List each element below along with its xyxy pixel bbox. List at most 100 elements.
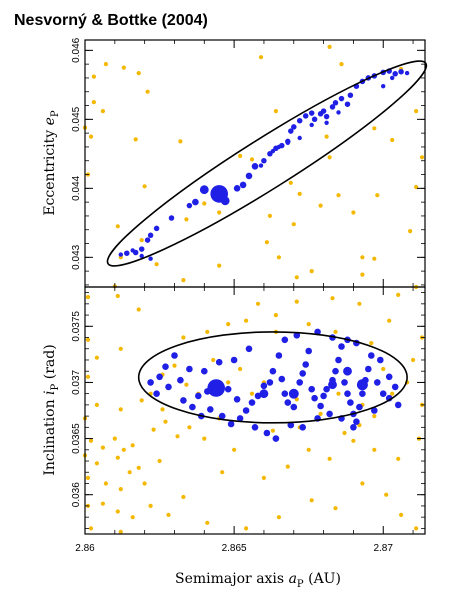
background-point	[115, 293, 120, 299]
background-point	[285, 464, 290, 469]
background-point	[351, 210, 356, 215]
background-point	[288, 180, 293, 185]
y-tick-labels: 0.043 0.044 0.045 0.046	[71, 37, 82, 269]
y-tick-label: 0.046	[71, 37, 82, 62]
family-point	[391, 383, 399, 391]
family-point	[224, 385, 232, 393]
background-point	[267, 213, 272, 218]
family-point	[130, 248, 135, 253]
background-point	[327, 44, 332, 50]
background-point	[136, 71, 141, 76]
family-point	[398, 68, 404, 75]
background-point	[184, 382, 189, 387]
background-point	[202, 436, 207, 441]
family-point	[245, 172, 253, 180]
background-point	[121, 65, 126, 70]
background-point	[100, 445, 105, 450]
family-point	[275, 352, 283, 359]
background-point	[372, 447, 377, 452]
family-point	[186, 365, 193, 373]
family-point	[309, 122, 314, 128]
background-point	[291, 222, 296, 227]
background-point	[136, 307, 141, 312]
x-tick-labels: 2.86 2.865 2.87	[75, 543, 393, 554]
background-point	[94, 355, 99, 360]
background-point	[306, 447, 311, 452]
family-point	[381, 84, 386, 89]
chart-title: Nesvorný & Bottke (2004)	[14, 12, 208, 29]
background-point	[273, 313, 278, 318]
family-point	[233, 396, 241, 403]
family-point	[374, 379, 381, 386]
family-point	[329, 104, 336, 110]
family-point	[324, 120, 329, 126]
family-point	[199, 185, 209, 195]
background-point	[154, 262, 159, 267]
y-tick-labels: 0.036 0.0365 0.037 0.0375	[71, 311, 82, 508]
background-point	[163, 419, 168, 424]
family-point	[288, 388, 299, 399]
family-point	[359, 390, 366, 398]
family-point	[311, 394, 318, 402]
family-point	[377, 356, 384, 364]
x-tick-label: 2.87	[373, 543, 393, 554]
background-point	[118, 346, 123, 351]
family-point	[260, 382, 268, 390]
background-point	[133, 137, 138, 142]
family-point	[317, 402, 324, 410]
family-point	[291, 124, 297, 130]
family-point	[242, 407, 250, 414]
background-point	[336, 193, 341, 198]
family-point	[239, 181, 247, 189]
family-point	[227, 420, 235, 428]
family-point	[297, 135, 302, 141]
background-point	[249, 391, 255, 396]
background-point	[142, 184, 147, 189]
family-point	[347, 92, 354, 98]
family-point	[299, 370, 307, 377]
background-point	[390, 391, 395, 396]
ellipse	[106, 60, 428, 267]
background-point	[264, 240, 269, 245]
family-point	[272, 435, 280, 442]
y-axis-label-sub: P	[50, 110, 61, 117]
y-tick-label: 0.045	[71, 106, 82, 131]
background-point	[151, 427, 156, 432]
y-axis-label-var: i	[42, 390, 58, 394]
y-axis-label-unit: (rad)	[42, 344, 58, 383]
family-point	[215, 358, 223, 366]
background-point	[145, 89, 150, 94]
family-point	[302, 113, 309, 119]
background-point	[118, 487, 123, 492]
background-point	[184, 217, 189, 222]
y-tick-label: 0.037	[71, 369, 82, 394]
family-point	[296, 117, 303, 124]
background-point	[339, 62, 344, 67]
background-point	[369, 341, 374, 346]
background-point	[384, 492, 389, 497]
family-point	[269, 367, 277, 375]
family-point	[233, 185, 241, 192]
background-point	[276, 255, 281, 260]
y-tick-label: 0.043	[71, 244, 82, 269]
background-point	[103, 481, 108, 486]
background-point	[396, 292, 401, 297]
background-point	[157, 458, 162, 464]
background-point	[217, 263, 222, 268]
family-point	[385, 373, 393, 381]
background-point	[294, 275, 299, 280]
family-point	[139, 253, 144, 259]
background-point	[258, 55, 264, 60]
family-point	[278, 375, 286, 383]
background-point	[327, 155, 332, 160]
family-point	[281, 336, 289, 344]
background-point	[181, 278, 186, 283]
family-point	[171, 352, 178, 359]
family-point	[285, 140, 290, 145]
family-point	[259, 389, 269, 399]
family-point	[404, 70, 410, 76]
family-point	[156, 373, 163, 381]
axis-ticks	[84, 287, 425, 534]
background-point	[205, 520, 210, 525]
family-point	[394, 401, 402, 409]
